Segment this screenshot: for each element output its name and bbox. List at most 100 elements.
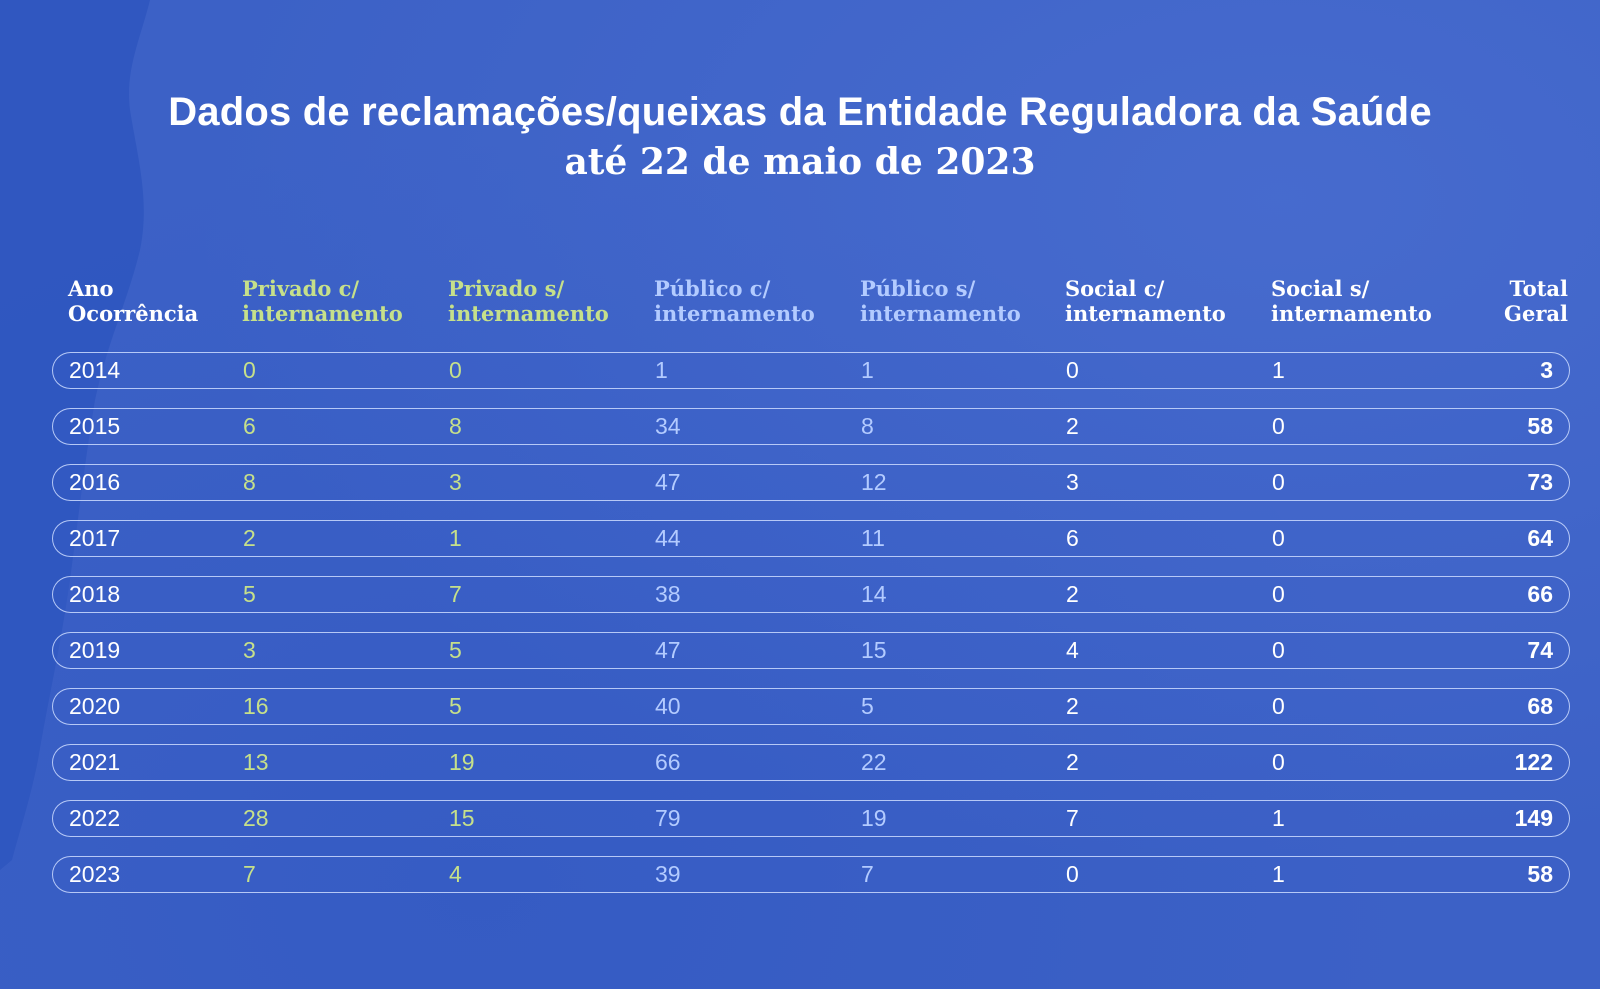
cell-social-com-internamento: 0 bbox=[1066, 861, 1079, 887]
cell-social-com-internamento: 2 bbox=[1066, 749, 1079, 775]
cell-publico-sem-internamento: 8 bbox=[861, 413, 874, 439]
table-row: 2021 13 19 66 22 2 0 122 bbox=[52, 744, 1570, 781]
cell-publico-sem-internamento: 1 bbox=[861, 357, 874, 383]
cell-privado-com-internamento: 6 bbox=[243, 413, 256, 439]
table-row: 2017 2 1 44 11 6 0 64 bbox=[52, 520, 1570, 557]
cell-social-sem-internamento: 1 bbox=[1272, 861, 1285, 887]
cell-social-sem-internamento: 0 bbox=[1272, 413, 1285, 439]
cell-ano: 2017 bbox=[69, 525, 121, 551]
cell-privado-com-internamento: 28 bbox=[243, 805, 269, 831]
cell-publico-com-internamento: 38 bbox=[655, 581, 681, 607]
cell-privado-com-internamento: 2 bbox=[243, 525, 256, 551]
cell-social-com-internamento: 4 bbox=[1066, 637, 1079, 663]
title-block: Dados de reclamações/queixas da Entidade… bbox=[0, 88, 1600, 188]
table-row: 2020 16 5 40 5 2 0 68 bbox=[52, 688, 1570, 725]
cell-ano: 2018 bbox=[69, 581, 121, 607]
cell-publico-sem-internamento: 22 bbox=[861, 749, 887, 775]
cell-publico-com-internamento: 47 bbox=[655, 637, 681, 663]
cell-publico-com-internamento: 66 bbox=[655, 749, 681, 775]
cell-publico-com-internamento: 34 bbox=[655, 413, 681, 439]
cell-ano: 2015 bbox=[69, 413, 121, 439]
cell-privado-sem-internamento: 8 bbox=[449, 413, 462, 439]
header-social-sem-internamento: Social s/ internamento bbox=[1271, 276, 1432, 326]
header-privado-sem-internamento: Privado s/ internamento bbox=[448, 276, 609, 326]
cell-publico-com-internamento: 39 bbox=[655, 861, 681, 887]
cell-privado-sem-internamento: 3 bbox=[449, 469, 462, 495]
cell-social-com-internamento: 2 bbox=[1066, 581, 1079, 607]
cell-publico-com-internamento: 40 bbox=[655, 693, 681, 719]
cell-privado-com-internamento: 7 bbox=[243, 861, 256, 887]
cell-privado-com-internamento: 16 bbox=[243, 693, 269, 719]
cell-privado-sem-internamento: 0 bbox=[449, 357, 462, 383]
chart-title: Dados de reclamações/queixas da Entidade… bbox=[168, 90, 1432, 134]
cell-publico-com-internamento: 47 bbox=[655, 469, 681, 495]
cell-total-geral: 74 bbox=[1527, 637, 1553, 663]
cell-social-com-internamento: 6 bbox=[1066, 525, 1079, 551]
cell-total-geral: 68 bbox=[1527, 693, 1553, 719]
header-publico-com-internamento: Público c/ internamento bbox=[654, 276, 815, 326]
cell-publico-sem-internamento: 7 bbox=[861, 861, 874, 887]
table-row: 2018 5 7 38 14 2 0 66 bbox=[52, 576, 1570, 613]
cell-privado-sem-internamento: 5 bbox=[449, 637, 462, 663]
torn-paper-edge bbox=[0, 0, 150, 870]
chart-subtitle: até 22 de maio de 2023 bbox=[564, 141, 1036, 183]
cell-publico-sem-internamento: 12 bbox=[861, 469, 887, 495]
cell-publico-com-internamento: 79 bbox=[655, 805, 681, 831]
cell-ano: 2014 bbox=[69, 357, 121, 383]
cell-privado-com-internamento: 8 bbox=[243, 469, 256, 495]
cell-total-geral: 122 bbox=[1514, 749, 1553, 775]
cell-social-com-internamento: 3 bbox=[1066, 469, 1079, 495]
table-body: 2014 0 0 1 1 0 1 3 2015 6 8 34 8 2 0 58 2016 8 3 47 12 3 0 73 20… bbox=[52, 352, 1570, 912]
header-social-com-internamento: Social c/ internamento bbox=[1065, 276, 1226, 326]
cell-publico-sem-internamento: 15 bbox=[861, 637, 887, 663]
header-total-geral: Total Geral bbox=[1504, 276, 1568, 326]
cell-privado-sem-internamento: 4 bbox=[449, 861, 462, 887]
header-publico-sem-internamento: Público s/ internamento bbox=[860, 276, 1021, 326]
header-ano-ocorrencia: Ano Ocorrência bbox=[68, 276, 199, 326]
cell-privado-com-internamento: 13 bbox=[243, 749, 269, 775]
cell-publico-sem-internamento: 14 bbox=[861, 581, 887, 607]
cell-total-geral: 3 bbox=[1540, 357, 1553, 383]
cell-total-geral: 73 bbox=[1527, 469, 1553, 495]
cell-publico-com-internamento: 1 bbox=[655, 357, 668, 383]
cell-publico-sem-internamento: 5 bbox=[861, 693, 874, 719]
cell-ano: 2019 bbox=[69, 637, 121, 663]
cell-total-geral: 66 bbox=[1527, 581, 1553, 607]
cell-privado-sem-internamento: 5 bbox=[449, 693, 462, 719]
cell-publico-com-internamento: 44 bbox=[655, 525, 681, 551]
cell-social-sem-internamento: 0 bbox=[1272, 469, 1285, 495]
cell-ano: 2020 bbox=[69, 693, 121, 719]
cell-publico-sem-internamento: 19 bbox=[861, 805, 887, 831]
cell-social-sem-internamento: 0 bbox=[1272, 749, 1285, 775]
cell-ano: 2021 bbox=[69, 749, 121, 775]
cell-privado-sem-internamento: 7 bbox=[449, 581, 462, 607]
cell-privado-com-internamento: 3 bbox=[243, 637, 256, 663]
cell-ano: 2016 bbox=[69, 469, 121, 495]
table-row: 2019 3 5 47 15 4 0 74 bbox=[52, 632, 1570, 669]
cell-social-sem-internamento: 1 bbox=[1272, 357, 1285, 383]
cell-social-sem-internamento: 1 bbox=[1272, 805, 1285, 831]
cell-privado-com-internamento: 0 bbox=[243, 357, 256, 383]
table-row: 2022 28 15 79 19 7 1 149 bbox=[52, 800, 1570, 837]
cell-social-com-internamento: 7 bbox=[1066, 805, 1079, 831]
cell-ano: 2022 bbox=[69, 805, 121, 831]
cell-privado-sem-internamento: 1 bbox=[449, 525, 462, 551]
cell-social-sem-internamento: 0 bbox=[1272, 581, 1285, 607]
cell-privado-sem-internamento: 15 bbox=[449, 805, 475, 831]
table-row: 2014 0 0 1 1 0 1 3 bbox=[52, 352, 1570, 389]
cell-social-sem-internamento: 0 bbox=[1272, 525, 1285, 551]
table-row: 2016 8 3 47 12 3 0 73 bbox=[52, 464, 1570, 501]
cell-total-geral: 149 bbox=[1514, 805, 1553, 831]
cell-social-sem-internamento: 0 bbox=[1272, 637, 1285, 663]
cell-ano: 2023 bbox=[69, 861, 121, 887]
cell-total-geral: 58 bbox=[1527, 861, 1553, 887]
cell-social-com-internamento: 2 bbox=[1066, 413, 1079, 439]
table-header-row: Ano Ocorrência Privado c/ internamento P… bbox=[68, 276, 1568, 336]
cell-social-com-internamento: 0 bbox=[1066, 357, 1079, 383]
cell-total-geral: 64 bbox=[1527, 525, 1553, 551]
cell-privado-sem-internamento: 19 bbox=[449, 749, 475, 775]
cell-total-geral: 58 bbox=[1527, 413, 1553, 439]
table-row: 2023 7 4 39 7 0 1 58 bbox=[52, 856, 1570, 893]
header-privado-com-internamento: Privado c/ internamento bbox=[242, 276, 403, 326]
